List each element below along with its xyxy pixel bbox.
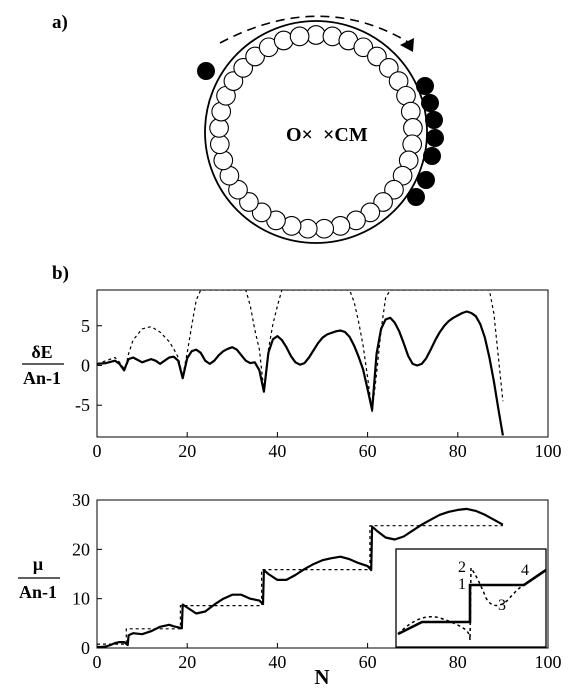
- mu-xtick-label: 100: [535, 652, 562, 672]
- mu-solid-series: [97, 507, 504, 648]
- mu-ylabel-numerator: μ: [33, 554, 43, 574]
- open-disk: [251, 202, 272, 223]
- open-disk: [330, 216, 351, 236]
- energy-solid-series: [97, 310, 504, 436]
- inset-annotation-2: 2: [458, 559, 466, 576]
- mu-xtick-label: 60: [359, 652, 377, 672]
- open-disk-ring: [209, 25, 423, 239]
- mu-dashed-series: [97, 525, 503, 645]
- mu-xlabel: N: [314, 665, 329, 689]
- open-disk: [402, 134, 423, 155]
- inset-dashed-curve: [397, 565, 525, 641]
- open-disk: [400, 101, 421, 122]
- mu-xtick-label: 80: [449, 652, 467, 672]
- rotation-arrow-arc: [219, 15, 409, 44]
- mu-xtick-label: 20: [178, 652, 196, 672]
- mu-series: [97, 507, 504, 648]
- filled-disk-cluster: [197, 62, 444, 206]
- panel-b-label: b): [52, 263, 69, 284]
- open-disk: [223, 71, 244, 91]
- inset-plot: 2 1 3 4: [395, 548, 547, 648]
- energy-chart: 0 20 40 60 80 100 5 0 -5 δE An-1: [22, 289, 562, 461]
- open-disk: [367, 46, 387, 67]
- origin-marker-label: O×: [286, 124, 313, 146]
- energy-series: [97, 290, 504, 436]
- mu-plot-frame: [96, 499, 549, 649]
- open-disk: [213, 150, 234, 171]
- open-disk: [403, 118, 423, 138]
- energy-ticks: 0 20 40 60 80 100 5 0 -5: [75, 316, 562, 461]
- mu-ytick-label: 10: [72, 589, 90, 609]
- energy-xtick-label: 0: [93, 441, 102, 461]
- open-disk: [209, 134, 230, 155]
- mu-xtick-label: 40: [268, 652, 286, 672]
- mu-ylabel-denominator: An-1: [19, 582, 57, 602]
- open-disk: [239, 192, 259, 212]
- energy-ytick-label: 0: [81, 355, 90, 375]
- energy-plot-frame: [96, 289, 549, 438]
- energy-xtick-label: 60: [359, 441, 377, 461]
- filled-disk: [426, 129, 444, 147]
- energy-xtick-label: 100: [535, 441, 562, 461]
- energy-dashed-series: [97, 290, 504, 413]
- inset-annotation-3: 3: [498, 597, 506, 614]
- mu-chart: 0 20 40 60 80 100 0 10 20 30 μ An-1 N 2 1 3 4: [18, 490, 562, 689]
- open-disk: [384, 179, 404, 200]
- open-disk: [378, 58, 399, 78]
- rotation-arrowhead: [400, 38, 414, 52]
- mu-ytick-label: 0: [81, 638, 90, 658]
- open-disk: [289, 26, 310, 47]
- open-disk: [306, 25, 326, 45]
- energy-ytick-label: -5: [75, 395, 90, 415]
- mu-ytick-label: 20: [72, 539, 90, 559]
- inset-solid-step: [397, 568, 547, 636]
- filled-disk: [417, 171, 435, 189]
- panel-a: a) O× ×CM: [52, 12, 444, 244]
- filled-disk: [407, 188, 425, 206]
- inset-annotation-1: 1: [458, 576, 466, 593]
- mu-ytick-label: 30: [72, 490, 90, 510]
- mu-xtick-label: 0: [93, 652, 102, 672]
- center-of-mass-label: ×CM: [323, 124, 368, 146]
- mu-ticks: 0 20 40 60 80 100 0 10 20 30: [72, 490, 562, 672]
- open-disk: [353, 37, 374, 58]
- open-disk: [233, 58, 254, 78]
- open-disk: [373, 192, 393, 212]
- open-disk: [297, 218, 318, 239]
- container-ring: [204, 20, 428, 244]
- filled-disk: [423, 147, 441, 165]
- open-disk: [209, 118, 229, 138]
- energy-xtick-label: 20: [178, 441, 196, 461]
- inset-frame: [395, 548, 547, 648]
- filled-disk: [197, 62, 215, 80]
- filled-disk: [421, 94, 439, 112]
- filled-disk: [416, 77, 434, 95]
- energy-ylabel-denominator: An-1: [23, 368, 61, 388]
- panel-a-label: a): [52, 12, 68, 33]
- energy-ylabel-numerator: δE: [31, 342, 52, 362]
- energy-ytick-label: 5: [81, 316, 90, 336]
- energy-xtick-label: 80: [449, 441, 467, 461]
- energy-xtick-label: 40: [268, 441, 286, 461]
- filled-disk: [425, 111, 443, 129]
- inset-annotation-4: 4: [521, 562, 529, 579]
- open-disk: [245, 46, 265, 67]
- open-disk: [314, 218, 335, 239]
